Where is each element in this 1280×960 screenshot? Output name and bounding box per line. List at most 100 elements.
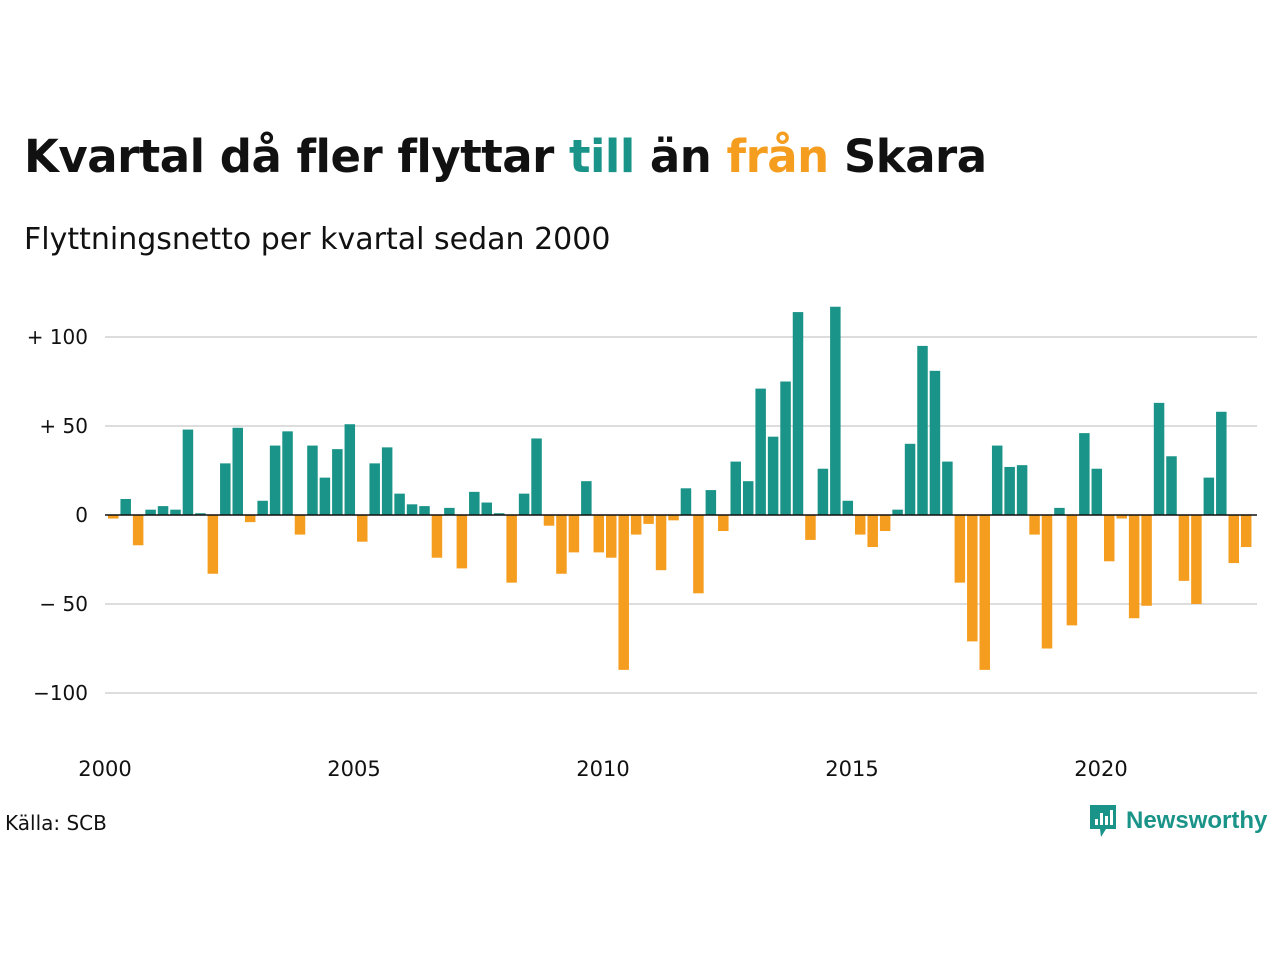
bar: [1029, 515, 1040, 535]
bar: [506, 515, 517, 583]
bar: [755, 388, 766, 515]
x-tick-label: 2015: [825, 757, 878, 781]
bar: [556, 515, 567, 574]
bar: [120, 498, 131, 515]
bar: [220, 463, 231, 515]
bar: [1004, 466, 1015, 515]
bar: [195, 513, 206, 515]
bar: [170, 509, 181, 515]
y-tick-label: 0: [75, 503, 88, 527]
bar: [1016, 465, 1028, 515]
bar: [419, 506, 430, 515]
bar: [319, 477, 331, 515]
bar: [742, 481, 754, 515]
bar: [792, 312, 804, 515]
title-fran: från: [726, 130, 830, 183]
bar: [244, 515, 256, 523]
bar: [879, 515, 891, 532]
bar: [693, 515, 704, 594]
bar: [1091, 468, 1103, 515]
bar: [132, 515, 144, 546]
bar: [1240, 515, 1252, 548]
bar: [1216, 411, 1227, 515]
y-tick-label: −100: [33, 681, 88, 705]
bar: [581, 481, 592, 515]
title-part-1: Kvartal då fler flyttar: [24, 130, 569, 183]
bar: [282, 431, 293, 515]
bar: [344, 424, 356, 515]
bar: [1041, 515, 1053, 649]
bar: [1066, 515, 1078, 626]
y-tick-label: + 100: [27, 325, 88, 349]
brand: Newsworthy: [1088, 803, 1267, 839]
bar: [394, 493, 405, 515]
title-till: till: [568, 130, 635, 183]
x-tick-label: 2000: [78, 757, 131, 781]
bar: [381, 447, 393, 515]
title-part-2: än: [634, 130, 727, 183]
bar: [892, 509, 903, 515]
bar: [157, 506, 169, 515]
bar: [593, 515, 605, 553]
bar: [668, 515, 679, 521]
source-note: Källa: SCB: [5, 811, 107, 835]
bar: [842, 500, 854, 515]
bar: [456, 515, 468, 569]
bar: [307, 445, 318, 515]
bar: [967, 515, 978, 642]
bar: [680, 488, 692, 515]
bar: [1116, 515, 1127, 519]
bar: [705, 490, 717, 515]
bar: [1054, 507, 1065, 515]
bar: [232, 427, 243, 515]
bar: [108, 515, 119, 519]
bar: [606, 515, 617, 558]
bar: [767, 436, 779, 515]
bar: [817, 468, 829, 515]
y-tick-label: − 50: [39, 592, 88, 616]
bar: [1228, 515, 1239, 564]
bar: [1203, 477, 1215, 515]
bar: [618, 515, 629, 670]
bar: [332, 449, 343, 515]
bar: [444, 507, 455, 515]
bar: [357, 515, 368, 542]
bar: [294, 515, 306, 535]
bar: [1128, 515, 1140, 619]
bar-chart: + 100 + 50 0 − 50 −100 2000 2005 2010 2015 2020: [27, 306, 1257, 781]
bar: [406, 504, 418, 515]
brand-name: Newsworthy: [1126, 807, 1268, 834]
bar: [1104, 515, 1115, 562]
x-tick-label: 2020: [1074, 757, 1127, 781]
bar: [780, 381, 791, 515]
y-tick-label: + 50: [39, 414, 88, 438]
chart-subtitle: Flyttningsnetto per kvartal sedan 2000: [24, 222, 611, 257]
bar: [867, 515, 878, 548]
bar: [518, 493, 530, 515]
bar: [568, 515, 580, 553]
newsworthy-logo-icon: [1090, 805, 1116, 837]
bar: [1141, 515, 1152, 606]
bar: [207, 515, 219, 574]
bar: [1166, 456, 1177, 515]
bar: [531, 438, 542, 515]
bar: [954, 515, 966, 583]
bar: [643, 515, 654, 524]
bar: [1191, 515, 1202, 604]
bar: [182, 429, 194, 515]
bar: [269, 445, 281, 515]
bar: [855, 515, 866, 535]
bar: [942, 461, 953, 515]
bar: [257, 500, 268, 515]
bar: [1153, 402, 1165, 515]
bar: [730, 461, 741, 515]
bar: [1079, 433, 1090, 515]
bar: [904, 443, 916, 515]
bar: [469, 491, 480, 515]
chart-title: Kvartal då fler flyttar till än från Ska…: [24, 130, 987, 183]
bar: [830, 306, 841, 515]
bar: [145, 509, 156, 515]
x-tick-label: 2010: [576, 757, 629, 781]
bar: [805, 515, 816, 540]
bar: [493, 513, 505, 515]
